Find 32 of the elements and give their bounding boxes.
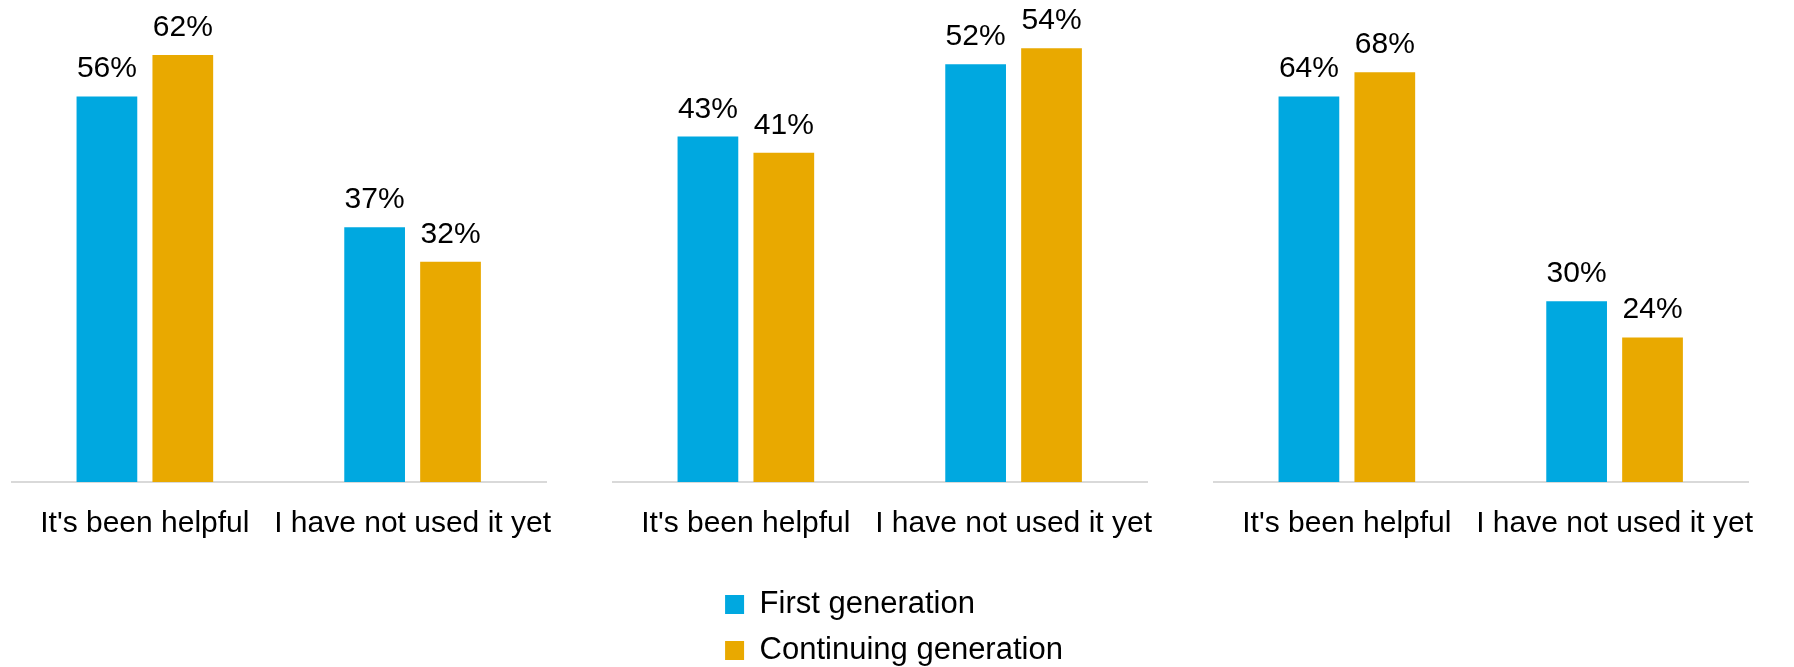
data-label: 52% [945,18,1006,52]
bar [753,152,815,482]
x-tick-label: It's been helpful [641,505,851,539]
bar [1278,96,1340,482]
bar [945,64,1006,482]
data-label: 64% [1278,50,1339,84]
bar [152,55,214,482]
x-tick-label: I have not used it yet [274,505,552,539]
bar [1622,337,1683,482]
legend-label: Continuing generation [759,631,1063,667]
data-label: 43% [677,90,738,124]
x-tick-label: I have not used it yet [875,505,1153,539]
data-label: 56% [76,50,137,84]
x-tick-label: It's been helpful [40,505,250,539]
data-label: 30% [1546,255,1607,289]
bar [1546,301,1607,482]
data-label: 62% [152,9,213,43]
data-label: 37% [344,181,405,215]
bar [1354,72,1416,482]
bar [677,136,739,482]
data-label: 41% [753,106,814,140]
bar [1021,48,1082,482]
data-label: 68% [1354,26,1415,60]
data-label: 24% [1622,291,1683,325]
data-label: 32% [420,215,481,249]
bar [344,227,405,482]
x-tick-label: It's been helpful [1242,505,1452,539]
data-label: 54% [1021,2,1082,36]
bar [420,261,481,482]
bar [76,96,138,482]
x-tick-label: I have not used it yet [1476,505,1754,539]
legend-label: First generation [759,585,975,621]
